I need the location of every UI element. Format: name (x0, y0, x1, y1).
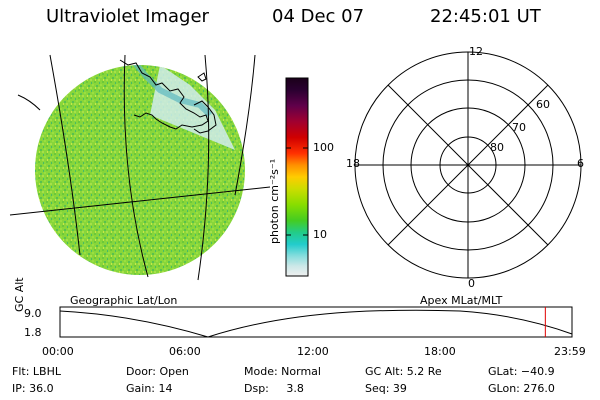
info-seq: Seq: 39 (365, 382, 407, 395)
altitude-timeline (59, 306, 573, 338)
mlat-label-80: 80 (490, 141, 504, 154)
info-glat: GLat: −40.9 (488, 365, 555, 378)
mlt-label-0: 0 (468, 277, 475, 290)
timeline-xtick-0000: 00:00 (42, 345, 74, 358)
colorbar-unit-label: photon cm⁻²s⁻¹ (268, 158, 281, 244)
timeline-ytick-9: 9.0 (24, 307, 42, 320)
coastline (119, 59, 217, 134)
colorbar-tick-100: 100 (313, 141, 334, 154)
graticule (9, 54, 271, 281)
instrument-title: Ultraviolet Imager (46, 6, 209, 27)
info-filter: Flt: LBHL (12, 365, 61, 378)
timeline-ytick-1: 1.8 (24, 326, 42, 339)
info-gain: Gain: 14 (126, 382, 173, 395)
mlt-label-18: 18 (346, 157, 360, 170)
info-door: Door: Open (126, 365, 189, 378)
timeline-xtick-1800: 18:00 (424, 345, 456, 358)
info-dsp: Dsp: 3.8 (244, 382, 304, 395)
disk-overlay (127, 65, 235, 150)
info-ip: IP: 36.0 (12, 382, 54, 395)
polar-grid (354, 51, 582, 279)
timeline-xtick-0600: 06:00 (169, 345, 201, 358)
altitude-curve (59, 309, 573, 338)
timeline-xtick-1200: 12:00 (297, 345, 329, 358)
timeline-xtick-2359: 23:59 (554, 345, 586, 358)
info-gc-alt: GC Alt: 5.2 Re (365, 365, 442, 378)
colorbar (285, 77, 309, 277)
geographic-map (9, 54, 271, 281)
map-projection-label: Geographic Lat/Lon (70, 294, 178, 307)
mlat-label-60: 60 (536, 98, 550, 111)
mlt-label-12: 12 (469, 45, 483, 58)
mlt-label-6: 6 (577, 157, 584, 170)
time-label: 22:45:01 UT (430, 6, 541, 27)
colorbar-tick-10: 10 (313, 228, 327, 241)
polar-projection-label: Apex MLat/MLT (420, 294, 503, 307)
date-label: 04 Dec 07 (272, 6, 365, 27)
mlat-label-70: 70 (512, 121, 526, 134)
info-mode: Mode: Normal (244, 365, 321, 378)
info-glon: GLon: 276.0 (488, 382, 555, 395)
